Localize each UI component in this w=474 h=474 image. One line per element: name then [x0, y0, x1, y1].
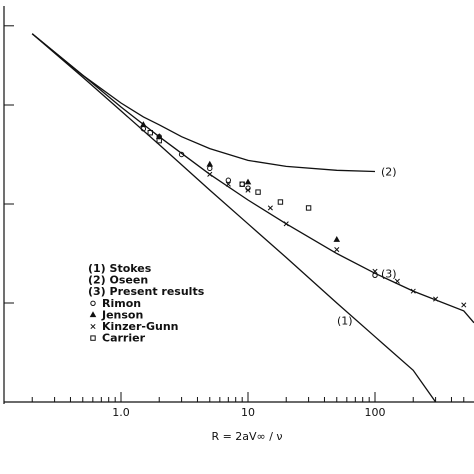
curve-label-2: (2) — [381, 166, 397, 179]
curve-label-3: (3) — [381, 267, 397, 280]
legend-entry: Rimon — [102, 297, 141, 310]
marker-kinzer-gunn — [283, 221, 289, 227]
marker-kinzer-gunn — [245, 187, 251, 193]
legend-symbol — [90, 300, 96, 306]
x-axis-label: R = 2aV∞ / ν — [211, 430, 282, 443]
legend-symbol — [89, 311, 97, 318]
marker-rimon — [372, 272, 378, 278]
marker-carrier — [255, 189, 261, 195]
legend: (1) Stokes(2) Oseen(3) Present resultsRi… — [88, 262, 205, 345]
x-tick-label: 10 — [241, 406, 255, 419]
marker-kinzer-gunn — [207, 171, 213, 177]
marker-carrier — [156, 137, 162, 144]
curves — [31, 33, 474, 403]
marker-kinzer-gunn — [394, 278, 400, 284]
legend-symbol — [90, 323, 96, 330]
legend-entry: (1) Stokes — [88, 262, 152, 275]
marker-jenson — [206, 160, 214, 167]
marker-rimon — [207, 165, 213, 172]
marker-rimon — [178, 151, 185, 158]
marker-kinzer-gunn — [267, 205, 273, 211]
marker-carrier — [147, 130, 153, 136]
marker-carrier — [277, 199, 284, 205]
x-tick-label: 100 — [365, 406, 386, 419]
legend-entry: (3) Present results — [88, 285, 205, 298]
legend-entry: (2) Oseen — [88, 274, 148, 287]
marker-rimon — [239, 181, 245, 187]
marker-kinzer-gunn — [410, 288, 416, 294]
marker-jenson — [244, 178, 252, 185]
marker-carrier — [305, 205, 312, 211]
curve-label-1: (1) — [337, 315, 353, 328]
marker-kinzer-gunn — [225, 181, 231, 187]
markers — [140, 121, 467, 308]
marker-kinzer-gunn — [433, 296, 439, 302]
curve-2 — [31, 33, 376, 173]
curve-1 — [31, 33, 437, 403]
legend-symbol — [90, 335, 96, 341]
legend-entry: Jenson — [101, 308, 143, 321]
axes: 1.0 10 100 — [3, 6, 474, 419]
marker-jenson — [140, 121, 147, 127]
marker-kinzer-gunn — [334, 246, 340, 253]
legend-entry: Kinzer-Gunn — [102, 320, 179, 333]
marker-kinzer-gunn — [461, 302, 467, 308]
legend-entry: Carrier — [102, 332, 146, 345]
curve-labels: (1) (2) (3) — [337, 166, 397, 328]
marker-kinzer-gunn — [372, 268, 378, 274]
curve-3 — [31, 33, 474, 324]
x-tick-label: 1.0 — [112, 406, 130, 419]
marker-jenson — [333, 236, 341, 242]
marker-carrier — [239, 181, 245, 187]
marker-rimon — [225, 177, 232, 183]
